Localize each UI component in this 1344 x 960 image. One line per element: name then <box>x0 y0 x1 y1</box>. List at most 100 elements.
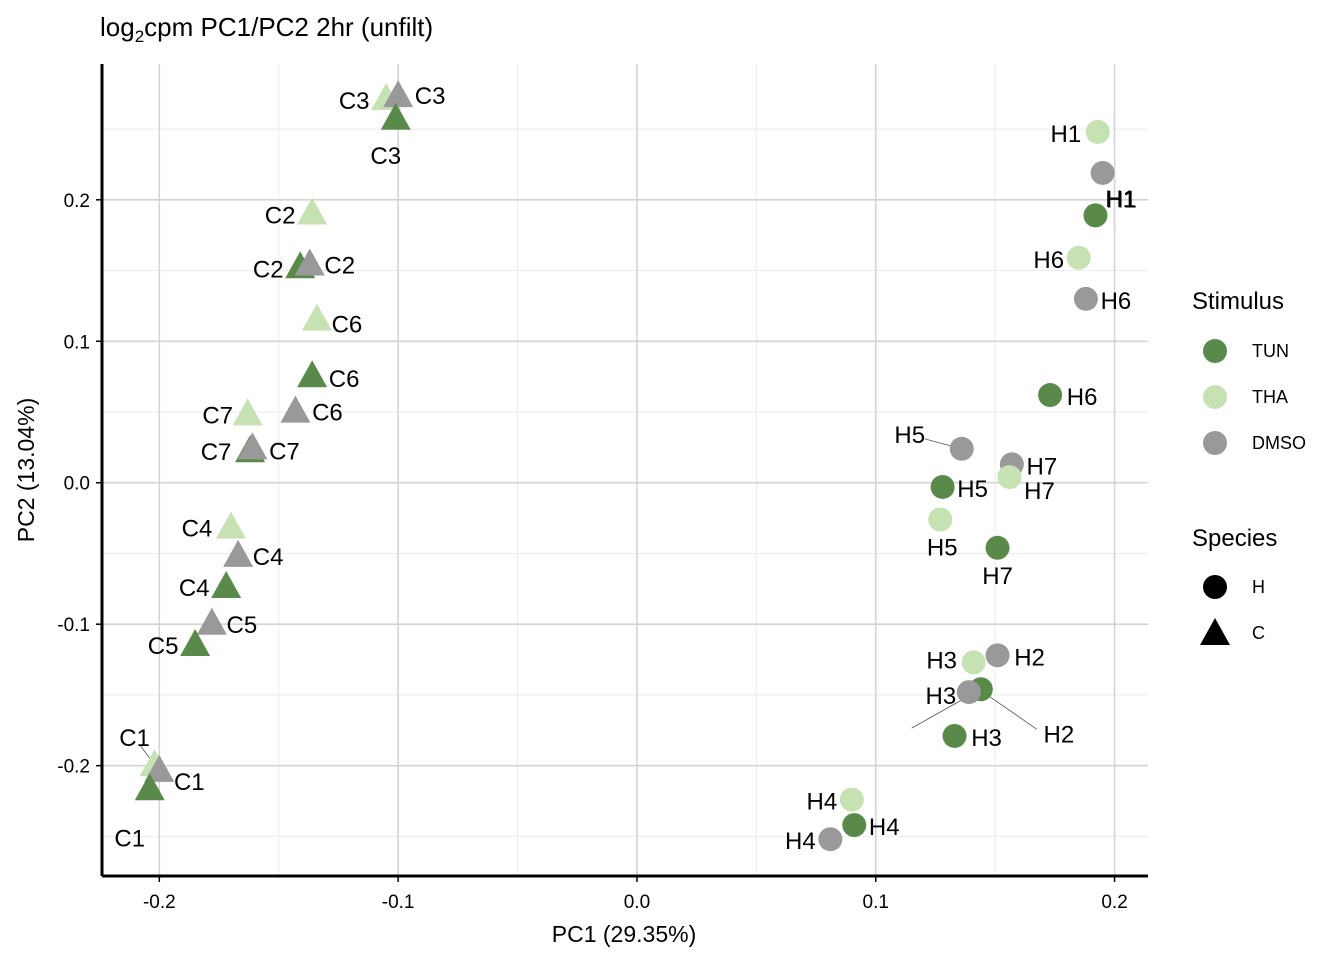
data-point-circle <box>961 650 986 675</box>
data-point-circle <box>930 474 955 499</box>
legend-stimulus-key <box>1203 385 1227 409</box>
data-point-triangle <box>223 539 254 567</box>
data-point-triangle <box>301 303 332 331</box>
point-label: C3 <box>415 83 446 110</box>
point-label: H1 <box>1105 186 1136 213</box>
point-label: C2 <box>265 203 296 230</box>
data-point-circle <box>942 723 967 748</box>
data-point-triangle <box>237 432 268 460</box>
data-point-triangle <box>144 754 175 782</box>
data-point-circle <box>1090 160 1115 185</box>
data-point-triangle <box>196 607 227 635</box>
point-label: C7 <box>202 402 233 429</box>
point-label: C4 <box>182 516 213 543</box>
point-label: C2 <box>253 256 284 283</box>
data-point-triangle <box>380 102 411 130</box>
label-leader-lines <box>139 438 1038 765</box>
data-point-triangle <box>297 197 328 225</box>
legend-species-key-circle <box>1203 575 1227 599</box>
data-point-circle <box>1083 203 1108 228</box>
data-point-triangle <box>134 773 165 801</box>
legend-species-title: Species <box>1192 525 1277 552</box>
data-point-circle <box>842 813 867 838</box>
point-label: C5 <box>148 633 179 660</box>
point-label: H2 <box>1014 644 1045 671</box>
data-point-circle <box>1066 245 1091 270</box>
point-label: H3 <box>926 647 957 674</box>
data-point-triangle <box>383 80 414 108</box>
legend-stimulus-label: TUN <box>1252 341 1289 361</box>
point-label: H7 <box>1027 453 1058 480</box>
y-tick-label: 0.0 <box>64 474 90 495</box>
legend: Stimulus TUN THA DMSO Species H C <box>1192 288 1306 645</box>
point-label: H5 <box>957 476 988 503</box>
data-point-circle <box>839 787 864 812</box>
axes: -0.2 -0.1 0.0 0.1 0.2 -0.2 -0.1 0.0 0.1 0.2 <box>57 64 1148 913</box>
point-label: H4 <box>869 814 900 841</box>
point-label: C3 <box>339 88 370 115</box>
x-tick-label: 0.2 <box>1101 892 1127 913</box>
legend-stimulus-key <box>1203 431 1227 455</box>
point-label: C7 <box>201 439 232 466</box>
x-tick-label: -0.1 <box>382 892 415 913</box>
legend-species-label: C <box>1252 623 1265 643</box>
data-point-triangle <box>215 511 246 539</box>
legend-stimulus-label: DMSO <box>1252 433 1306 453</box>
data-point-circle <box>985 643 1010 668</box>
data-point-triangle <box>297 360 328 388</box>
point-label: H6 <box>1067 384 1098 411</box>
data-point-circle <box>1073 286 1098 311</box>
data-point-circle <box>1085 119 1110 144</box>
y-tick-label: -0.2 <box>57 757 90 778</box>
y-tick-label: -0.1 <box>57 615 90 636</box>
data-point-circle <box>818 827 843 852</box>
data-point-circle <box>1038 383 1063 408</box>
point-label: H1 <box>1051 121 1082 148</box>
point-label: C1 <box>174 769 205 796</box>
point-label: C6 <box>332 312 363 339</box>
legend-stimulus-key <box>1203 339 1227 363</box>
data-point-triangle <box>232 398 263 426</box>
y-tick-label: 0.1 <box>64 332 90 353</box>
data-point-circle <box>956 680 981 705</box>
point-label: H5 <box>894 422 925 449</box>
x-axis-label: PC1 (29.35%) <box>552 921 696 947</box>
data-point-circle <box>997 465 1022 490</box>
point-label: C5 <box>227 612 258 639</box>
point-label: C7 <box>269 438 300 465</box>
point-label: H4 <box>807 789 838 816</box>
point-label: H3 <box>971 725 1002 752</box>
point-label: H2 <box>1043 721 1074 748</box>
point-label: C4 <box>253 544 284 571</box>
x-tick-label: -0.2 <box>143 892 176 913</box>
x-tick-label: 0.0 <box>624 892 650 913</box>
data-point-circle <box>928 507 953 532</box>
y-axis-label: PC2 (13.04%) <box>13 398 39 542</box>
legend-species-key-triangle <box>1200 618 1230 645</box>
data-point-triangle <box>211 571 242 598</box>
point-label: H7 <box>982 563 1013 590</box>
point-label: H7 <box>1024 478 1055 505</box>
legend-species-label: H <box>1252 577 1265 597</box>
grid <box>102 64 1148 876</box>
x-tick-label: 0.1 <box>863 892 889 913</box>
point-label: H6 <box>1033 247 1064 274</box>
point-labels: C3 C3 C3 C2 C2 C2 C6 C6 C6 C7 C7 C7 C4 C4 C4 C5 C5 C1 C1 C1… <box>114 83 1136 855</box>
point-label: C3 <box>370 143 401 170</box>
point-label: H1 <box>1106 186 1137 213</box>
data-point-triangle <box>294 248 325 276</box>
point-label: C1 <box>114 825 145 852</box>
data-point-triangle <box>180 629 211 656</box>
data-points <box>134 80 1115 852</box>
point-label: C6 <box>329 366 360 393</box>
point-label: H6 <box>1101 288 1132 315</box>
point-label: C2 <box>324 252 355 279</box>
point-label: C6 <box>312 400 343 427</box>
y-tick-label: 0.2 <box>64 191 90 212</box>
point-label: H4 <box>785 828 816 855</box>
leader-line <box>984 692 1038 730</box>
legend-stimulus-label: THA <box>1252 387 1288 407</box>
data-point-circle <box>985 535 1010 560</box>
data-point-circle <box>949 436 974 461</box>
